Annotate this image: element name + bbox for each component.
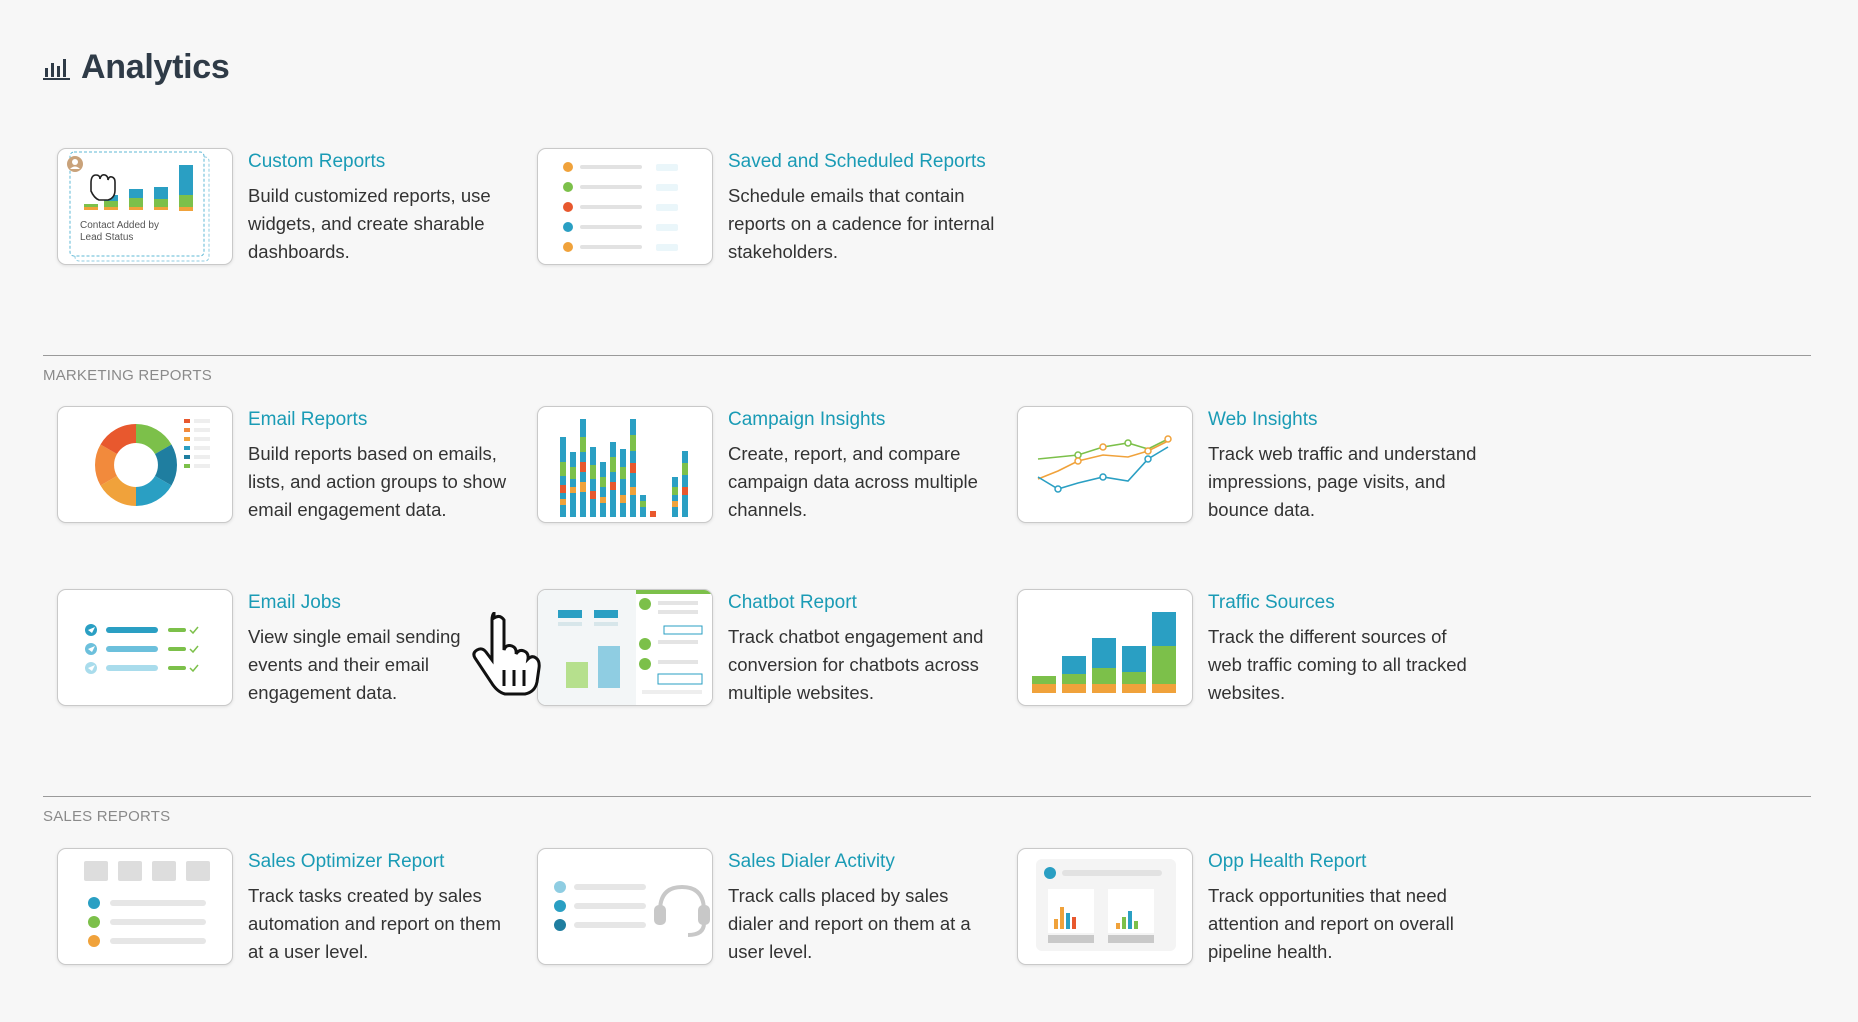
stacked-bars-icon: [560, 419, 688, 517]
card-description: Track tasks created by sales automation …: [248, 885, 501, 962]
opp-health-thumbnail: [1017, 848, 1193, 965]
card-description: Schedule emails that contain reports on …: [728, 185, 995, 262]
card-title[interactable]: Web Insights: [1208, 409, 1318, 430]
report-list-rows: [563, 162, 678, 252]
card-opp-health-report[interactable]: Opp Health Report Track opportunities th…: [1003, 848, 1463, 968]
card-description: View single email sending events and the…: [248, 626, 461, 703]
bar-chart-icon: [43, 58, 70, 80]
sales-dialer-thumbnail: [537, 848, 713, 965]
custom-reports-thumbnail: Contact Added by Lead Status: [57, 148, 233, 265]
section-label-marketing: MARKETING REPORTS: [43, 367, 212, 384]
card-title[interactable]: Opp Health Report: [1208, 851, 1367, 872]
card-description: Track calls placed by sales dialer and r…: [728, 885, 971, 962]
thumb-caption-line-2: Lead Status: [80, 232, 133, 243]
card-title[interactable]: Campaign Insights: [728, 409, 886, 430]
card-description: Track opportunities that need attention …: [1208, 885, 1454, 962]
saved-reports-thumbnail: [537, 148, 713, 265]
card-campaign-insights[interactable]: Campaign Insights Create, report, and co…: [523, 406, 983, 526]
card-sales-optimizer-report[interactable]: Sales Optimizer Report Track tasks creat…: [43, 848, 503, 968]
section-divider: [43, 355, 1811, 356]
card-description: Build reports based on emails, lists, an…: [248, 443, 507, 520]
donut-chart-icon: [95, 424, 177, 506]
send-job-rows: [85, 624, 199, 674]
card-description: Track web traffic and understand impress…: [1208, 443, 1477, 520]
section-divider: [43, 796, 1811, 797]
stacked-bars-icon: [1032, 612, 1176, 693]
card-title[interactable]: Traffic Sources: [1208, 592, 1335, 613]
card-title[interactable]: Email Reports: [248, 409, 368, 430]
card-title[interactable]: Sales Dialer Activity: [728, 851, 895, 872]
card-traffic-sources[interactable]: Traffic Sources Track the different sour…: [1003, 589, 1467, 709]
card-title[interactable]: Saved and Scheduled Reports: [728, 151, 986, 172]
card-web-insights[interactable]: Web Insights Track web traffic and under…: [1003, 406, 1476, 526]
email-jobs-thumbnail: [57, 589, 233, 706]
custom-reports-bars: [84, 165, 193, 211]
card-title[interactable]: Chatbot Report: [728, 592, 857, 613]
card-sales-dialer-activity[interactable]: Sales Dialer Activity Track calls placed…: [523, 848, 983, 968]
card-title[interactable]: Custom Reports: [248, 151, 386, 172]
email-reports-thumbnail: [57, 406, 233, 523]
card-title[interactable]: Email Jobs: [248, 592, 341, 613]
legend-lines: [184, 419, 210, 468]
campaign-insights-thumbnail: [537, 406, 713, 523]
card-custom-reports[interactable]: Contact Added by Lead Status Custom Repo…: [43, 148, 503, 268]
traffic-sources-thumbnail: [1017, 589, 1193, 706]
thumb-caption-line-1: Contact Added by: [80, 220, 159, 231]
page-title: Analytics: [43, 48, 230, 87]
sales-optimizer-thumbnail: [57, 848, 233, 965]
chatbot-report-thumbnail: [537, 589, 713, 706]
card-email-reports[interactable]: Email Reports Build reports based on ema…: [43, 406, 506, 526]
line-chart-icon: [1037, 435, 1172, 493]
card-saved-scheduled-reports[interactable]: Saved and Scheduled Reports Schedule ema…: [523, 148, 994, 268]
card-description: Track chatbot engagement and conversion …: [728, 626, 984, 703]
hand-pointer-icon: [472, 612, 541, 696]
card-email-jobs[interactable]: Email Jobs View single email sending eve…: [43, 589, 503, 709]
card-title[interactable]: Sales Optimizer Report: [248, 851, 445, 872]
hand-grab-icon: [90, 174, 116, 201]
card-chatbot-report[interactable]: Chatbot Report Track chatbot engagement …: [523, 589, 983, 709]
card-description: Build customized reports, use widgets, a…: [248, 185, 491, 262]
card-description: Create, report, and compare campaign dat…: [728, 443, 978, 520]
headset-icon: [654, 884, 710, 937]
web-insights-thumbnail: [1017, 406, 1193, 523]
section-label-sales: SALES REPORTS: [43, 808, 171, 825]
page-title-text: Analytics: [81, 48, 230, 86]
card-description: Track the different sources of web traff…: [1208, 626, 1467, 703]
